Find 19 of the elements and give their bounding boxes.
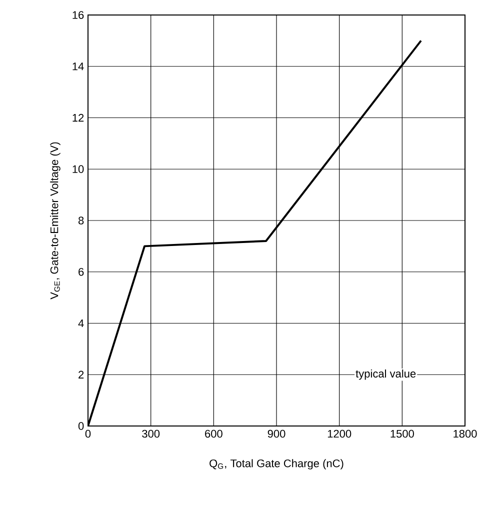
y-tick-label: 4 <box>78 319 84 328</box>
y-tick-label: 8 <box>78 216 84 224</box>
x-tick-label: 1500 <box>390 430 414 438</box>
x-tick-label: 600 <box>205 430 222 438</box>
x-tick-label: 0 <box>85 430 91 438</box>
annotation: typical value <box>356 370 416 380</box>
y-tick-label: 16 <box>72 11 84 19</box>
y-tick-label: 10 <box>72 165 84 174</box>
y-tick-label: 2 <box>78 370 84 378</box>
x-tick-label: 1200 <box>328 430 352 438</box>
y-tick-label: 6 <box>78 268 84 276</box>
y-axis-title: V$_{GE}$, Gate-to-Emitter Voltage (V) <box>50 142 60 300</box>
x-axis-title: Q$_{G}$, Total Gate Charge (nC) <box>210 459 344 470</box>
y-tick-label: 12 <box>72 114 84 122</box>
y-tick-label: 14 <box>72 62 84 70</box>
x-tick-label: 1800 <box>454 430 477 438</box>
y-tick-label: 0 <box>78 422 84 430</box>
x-tick-label: 300 <box>142 430 160 438</box>
x-tick-label: 900 <box>268 430 286 438</box>
